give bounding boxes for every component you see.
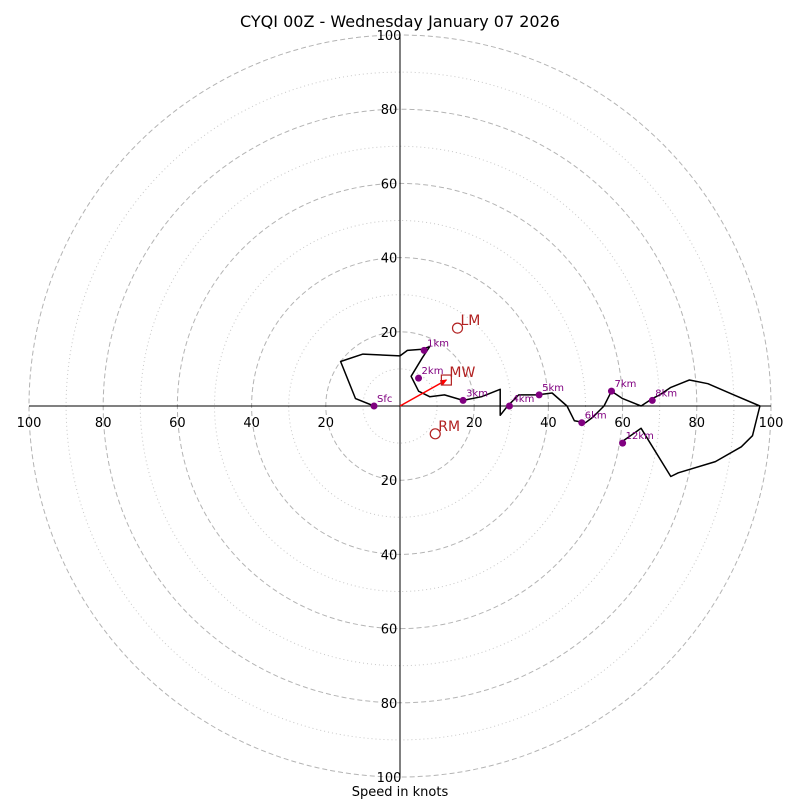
x-tick-label: 60 <box>614 416 631 431</box>
height-markers: Sfc 1km 2km 3km 4km 5km 6km 7km 8km 12km <box>370 338 677 447</box>
height-marker-4km <box>505 402 513 410</box>
hodograph-trace-group <box>339 345 761 478</box>
y-tick-label: 20 <box>381 326 398 341</box>
x-tick-label: 20 <box>318 416 335 431</box>
height-label-7km: 7km <box>614 379 636 390</box>
y-tick-label: 40 <box>381 252 398 267</box>
storm-motion-marker-mw <box>440 374 452 386</box>
height-label-3km: 3km <box>466 388 488 399</box>
height-marker-6km <box>578 419 586 427</box>
storm-motion-label-mw: MW <box>449 365 475 381</box>
storm-motion-label-rm: RM <box>438 419 460 435</box>
height-label-2km: 2km <box>422 366 444 377</box>
x-tick-label: 20 <box>466 416 483 431</box>
storm-motion-label-lm: LM <box>461 313 481 329</box>
height-label-12km: 12km <box>626 431 654 442</box>
height-marker-sfc <box>370 402 378 410</box>
y-tick-label: 60 <box>381 623 398 638</box>
y-tick-label: 80 <box>381 103 398 118</box>
hodograph-trace <box>339 345 761 478</box>
y-tick-label: 100 <box>377 29 402 44</box>
x-tick-label: 100 <box>759 416 784 431</box>
height-label-8km: 8km <box>655 388 677 399</box>
x-tick-label: 80 <box>689 416 706 431</box>
tick-labels: 100 80 60 40 20 20 40 60 80 100 100 80 60 40 20 20 40 60 8… <box>17 29 784 786</box>
height-label-1km: 1km <box>427 338 449 349</box>
height-marker-1km <box>420 346 428 354</box>
height-label-5km: 5km <box>542 383 564 394</box>
height-label-6km: 6km <box>585 411 607 422</box>
height-marker-8km <box>648 396 656 404</box>
mean-wind-vector <box>399 379 448 407</box>
height-marker-5km <box>535 391 543 399</box>
chart-title: CYQI 00Z - Wednesday January 07 2026 <box>240 12 560 31</box>
x-tick-label: 40 <box>243 416 260 431</box>
height-label-sfc: Sfc <box>377 394 392 405</box>
y-tick-label: 20 <box>381 474 398 489</box>
x-tick-label: 80 <box>95 416 112 431</box>
x-tick-label: 60 <box>169 416 186 431</box>
storm-motion-marker-rm <box>429 428 441 440</box>
height-marker-7km <box>607 387 615 395</box>
x-axis-label: Speed in knots <box>352 785 449 800</box>
x-tick-label: 100 <box>17 416 42 431</box>
storm-motion-markers: LM MW RM <box>399 313 481 440</box>
height-marker-2km <box>415 374 423 382</box>
height-label-4km: 4km <box>512 394 534 405</box>
storm-motion-marker-lm <box>451 322 464 334</box>
y-tick-label: 100 <box>377 771 402 786</box>
y-tick-label: 40 <box>381 548 398 563</box>
y-tick-label: 60 <box>381 177 398 192</box>
height-marker-3km <box>459 396 467 404</box>
height-marker-12km <box>619 439 627 447</box>
x-tick-label: 40 <box>540 416 557 431</box>
y-tick-label: 80 <box>381 697 398 712</box>
